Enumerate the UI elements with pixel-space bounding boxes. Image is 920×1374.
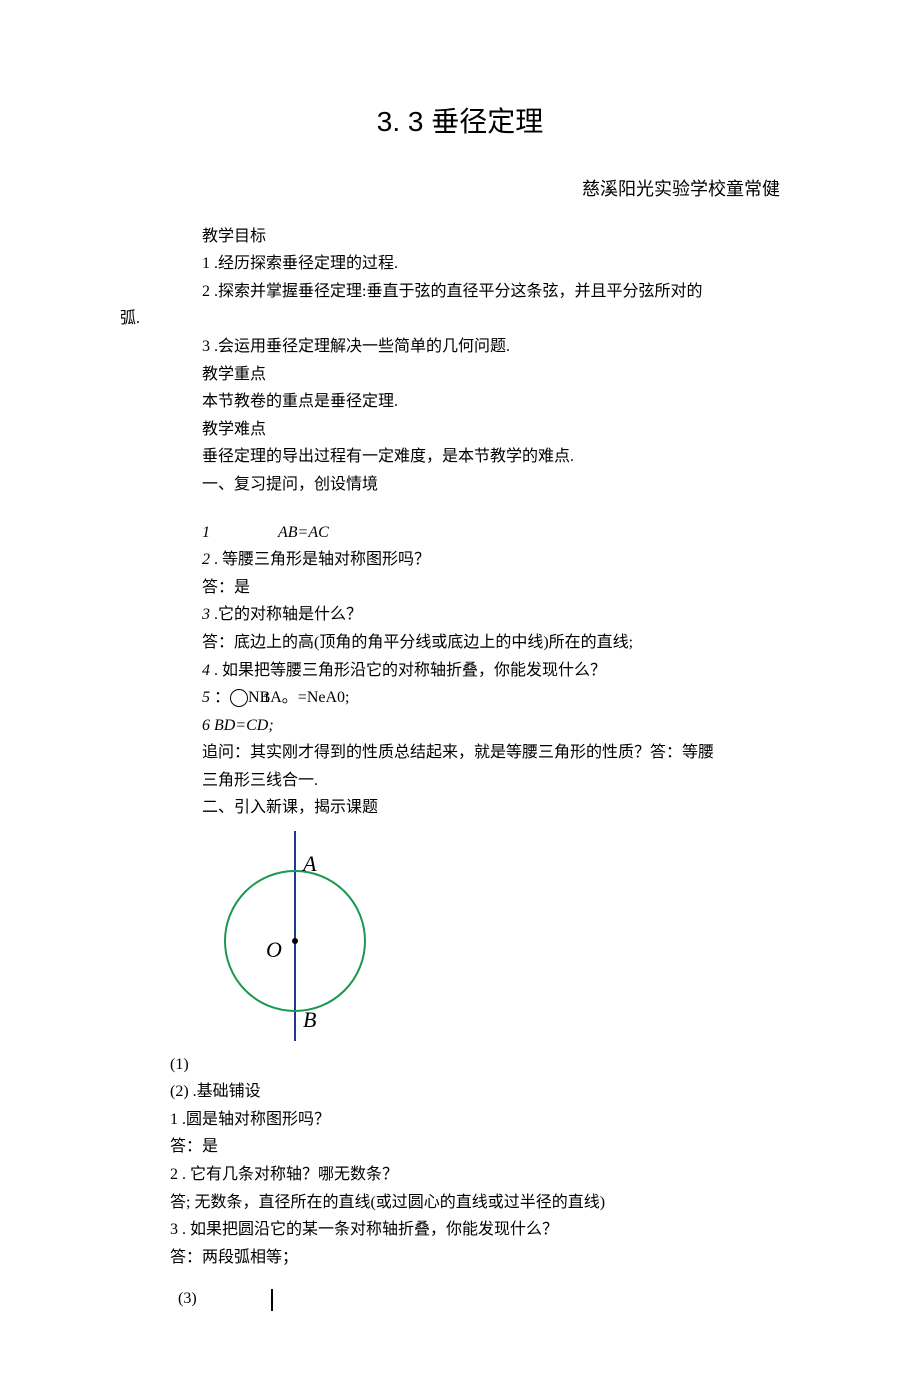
- objective-2a: 2 .探索并掌握垂径定理:垂直于弦的直径平分这条弦，并且平分弦所对的: [120, 279, 800, 305]
- label-a: A: [301, 851, 317, 876]
- num-2: 2: [202, 551, 210, 568]
- review-item-5: 5 ：1NBA。=NeA0;: [170, 685, 800, 711]
- heading-objective: 教学目标: [170, 224, 800, 250]
- heading-newlesson: 二、引入新课，揭示课题: [170, 795, 800, 821]
- label-b: B: [303, 1007, 316, 1032]
- difficulty-line: 垂径定理的导出过程有一定难度，是本节教学的难点.: [170, 444, 800, 470]
- review-item-4: 4 . 如果把等腰三角形沿它的对称轴折叠，你能发现什么？: [170, 658, 800, 684]
- center-dot: [292, 938, 298, 944]
- base-q3: 3 . 如果把圆沿它的某一条对称轴折叠，你能发现什么？: [170, 1217, 800, 1243]
- review-item-3: 3 .它的对称轴是什么？: [170, 602, 800, 628]
- base-a1: 答：是: [170, 1134, 800, 1160]
- circled-1-icon: 1: [230, 689, 248, 707]
- doc-title: 3. 3 垂径定理: [120, 100, 800, 145]
- cursor-icon: [271, 1289, 273, 1311]
- review-ans-2: 答：是: [170, 575, 800, 601]
- paren-2: (2) .基础铺设: [170, 1079, 800, 1105]
- circle-diagram: A O B: [200, 831, 800, 1050]
- num-6: 6: [202, 717, 210, 734]
- r3-text: .它的对称轴是什么？: [210, 606, 362, 623]
- num-4: 4: [202, 662, 210, 679]
- base-a2: 答; 无数条，直径所在的直线(或过圆心的直线或过半径的直线): [170, 1190, 800, 1216]
- eq-bdcd: BD=CD;: [210, 717, 274, 734]
- review-ans-3: 答：底边上的高(顶角的角平分线或底边上的中线)所在的直线;: [170, 630, 800, 656]
- r5-b: NBA。=NeA0;: [248, 689, 349, 706]
- author-line: 慈溪阳光实验学校童常健: [120, 175, 800, 204]
- r4-text: . 如果把等腰三角形沿它的对称轴折叠，你能发现什么？: [210, 662, 606, 679]
- followup-1: 追问：其实刚才得到的性质总结起来，就是等腰三角形的性质？答：等腰: [170, 740, 800, 766]
- followup-2: 三角形三线合一.: [170, 768, 800, 794]
- review-item-6: 6 BD=CD;: [170, 713, 800, 739]
- paren-3: (3): [178, 1290, 197, 1307]
- heading-review: 一、复习提问，创设情境: [170, 472, 800, 498]
- num-5: 5: [202, 689, 210, 706]
- heading-difficulty: 教学难点: [170, 417, 800, 443]
- paren-1: (1): [170, 1052, 800, 1078]
- base-q1: 1 .圆是轴对称图形吗？: [170, 1107, 800, 1133]
- base-a3: 答：两段弧相等；: [170, 1245, 800, 1271]
- paren-3-row: (3): [170, 1286, 800, 1312]
- label-o: O: [266, 937, 282, 962]
- base-q2: 2 . 它有几条对称轴？哪无数条？: [170, 1162, 800, 1188]
- focus-line: 本节教卷的重点是垂径定理.: [170, 389, 800, 415]
- num-1: 1: [202, 524, 210, 541]
- num-3: 3: [202, 606, 210, 623]
- heading-focus: 教学重点: [170, 362, 800, 388]
- review-item-2: 2 . 等腰三角形是轴对称图形吗？: [170, 547, 800, 573]
- objective-3: 3 .会运用垂径定理解决一些简单的几何问题.: [170, 334, 800, 360]
- eq-abac: AB=AC: [278, 524, 329, 541]
- r2-text: . 等腰三角形是轴对称图形吗？: [210, 551, 430, 568]
- objective-1: 1 .经历探索垂径定理的过程.: [170, 251, 800, 277]
- review-item-1: 1 AB=AC: [170, 520, 800, 546]
- objective-2b: 弧.: [120, 306, 800, 332]
- r5-a: ：: [210, 689, 230, 706]
